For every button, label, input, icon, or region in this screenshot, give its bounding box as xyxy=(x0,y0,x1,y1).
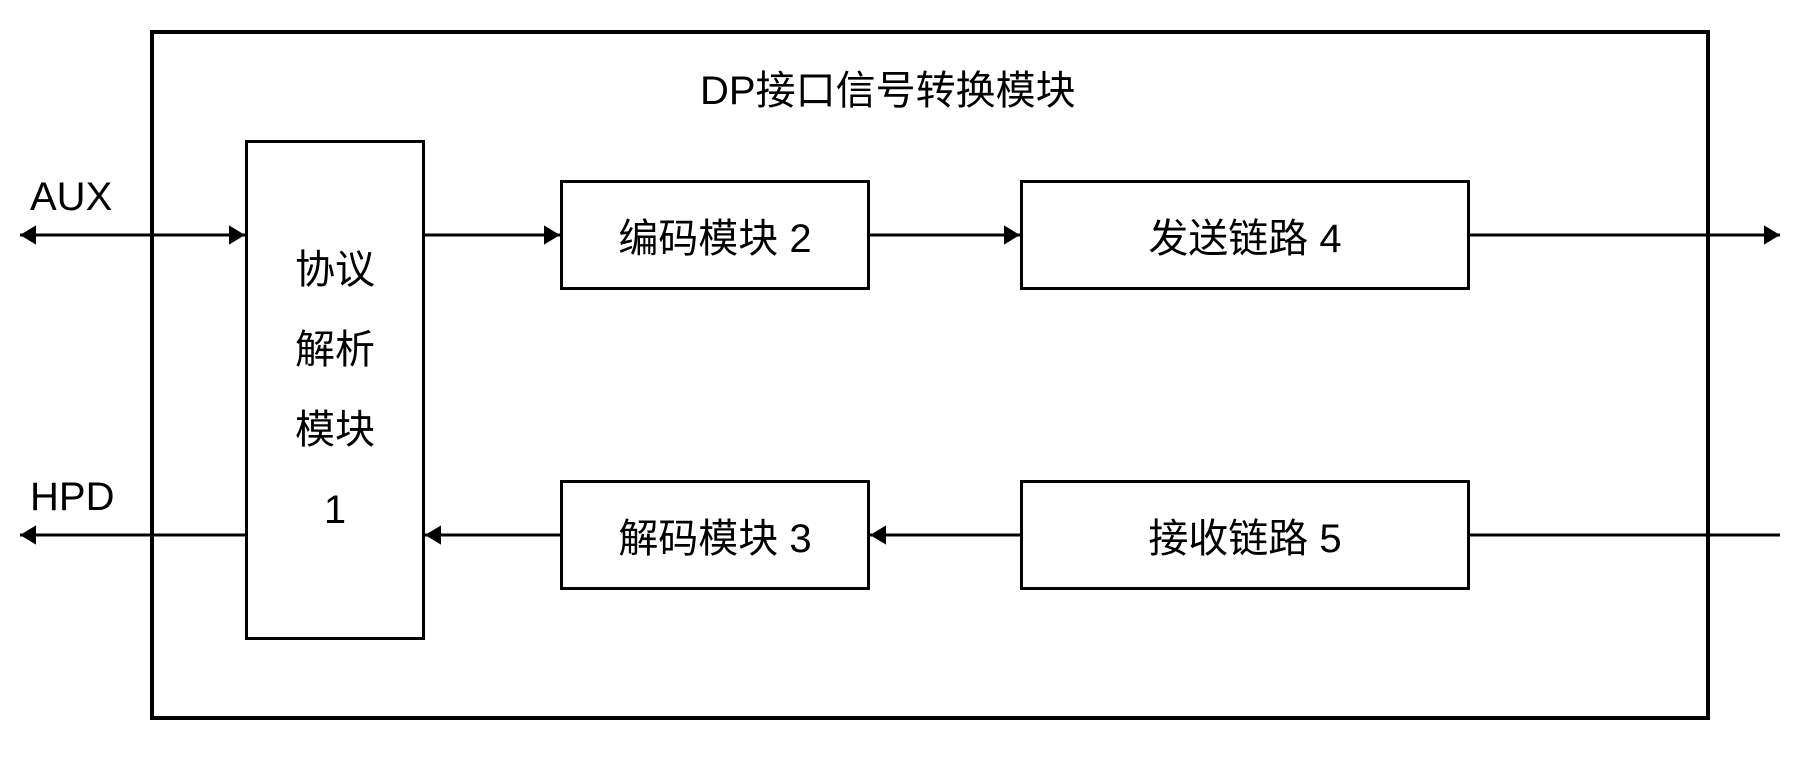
node-decode-label: 解码模块 3 xyxy=(618,506,811,564)
node-encode-label: 编码模块 2 xyxy=(618,206,811,264)
node-protocol-l4: 1 xyxy=(324,470,346,550)
node-rxlink: 接收链路 5 xyxy=(1020,480,1470,590)
ext-label-aux: AUX xyxy=(30,175,112,220)
node-protocol-l2: 解析 xyxy=(295,310,375,390)
node-txlink: 发送链路 4 xyxy=(1020,180,1470,290)
node-rxlink-label: 接收链路 5 xyxy=(1148,506,1341,564)
node-encode: 编码模块 2 xyxy=(560,180,870,290)
diagram-title: DP接口信号转换模块 xyxy=(700,58,1076,116)
ext-label-hpd: HPD xyxy=(30,475,114,520)
node-decode: 解码模块 3 xyxy=(560,480,870,590)
node-protocol-l1: 协议 xyxy=(295,230,375,310)
diagram-canvas: DP接口信号转换模块 协议 解析 模块 1 编码模块 2 发送链路 4 解码模块… xyxy=(0,0,1800,757)
node-protocol: 协议 解析 模块 1 xyxy=(245,140,425,640)
node-txlink-label: 发送链路 4 xyxy=(1148,206,1341,264)
node-protocol-l3: 模块 xyxy=(295,390,375,470)
